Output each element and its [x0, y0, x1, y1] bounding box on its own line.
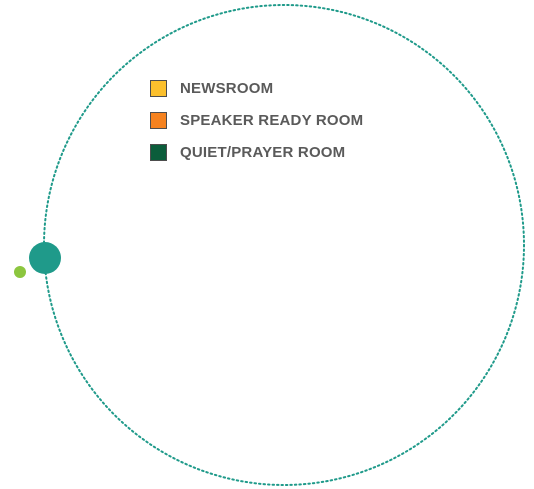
- speaker-ready-room-swatch: [150, 111, 167, 129]
- legend-label: QUIET/PRAYER ROOM: [180, 143, 346, 161]
- legend-label: NEWSROOM: [180, 79, 274, 97]
- newsroom-swatch: [150, 79, 167, 97]
- large-marker-dot: [29, 242, 61, 274]
- legend-item-speaker-ready-room: SPEAKER READY ROOM: [150, 110, 363, 130]
- quiet-prayer-room-swatch: [150, 143, 167, 161]
- legend: NEWSROOM SPEAKER READY ROOM QUIET/PRAYER…: [150, 78, 363, 174]
- legend-item-quiet-prayer-room: QUIET/PRAYER ROOM: [150, 142, 363, 162]
- legend-item-newsroom: NEWSROOM: [150, 78, 363, 98]
- small-marker-dot: [14, 266, 26, 278]
- dotted-ring: [43, 4, 525, 486]
- legend-label: SPEAKER READY ROOM: [180, 111, 364, 129]
